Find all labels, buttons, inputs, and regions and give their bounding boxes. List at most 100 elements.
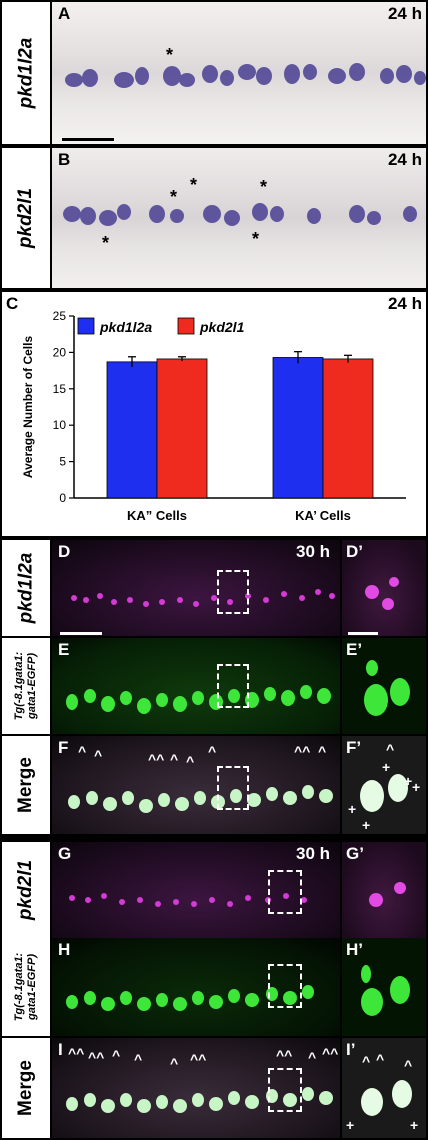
panel-f-prime-letter: F’ xyxy=(346,738,362,757)
inset-box xyxy=(217,664,249,708)
asterisk: * xyxy=(166,45,174,65)
panel-g-letter: G xyxy=(58,844,72,863)
panel-b: pkd2l1 * * * * * B 24 h xyxy=(0,146,428,290)
caret-mark: ^ xyxy=(208,743,217,759)
panel-e-image xyxy=(52,638,340,734)
panel-g-image xyxy=(52,842,340,938)
panel-h-transgene-label: Tg(-8.1gata1: gata1-EGFP) xyxy=(2,938,50,1036)
caret-mark: ^ xyxy=(308,1049,317,1065)
bar xyxy=(272,357,324,499)
y-tick-label: 20 xyxy=(53,345,67,359)
y-tick-label: 0 xyxy=(59,491,66,505)
inset-box xyxy=(268,870,302,914)
caret-mark: ^^ xyxy=(190,1051,207,1067)
panel-h-letter: H xyxy=(58,940,71,959)
panel-g-prime-letter: G’ xyxy=(346,844,364,863)
panel-i-image: ^^ ^^ ^ ^ ^ ^^ ^^ ^ ^^ xyxy=(52,1038,340,1138)
panel-f-letter: F xyxy=(58,738,69,757)
y-tick-label: 15 xyxy=(53,382,67,396)
inset-box xyxy=(217,570,249,614)
panel-e-cells xyxy=(66,685,331,714)
panel-e-inset-cells xyxy=(364,660,410,716)
bar xyxy=(106,361,158,499)
plus-mark: + xyxy=(404,773,413,789)
y-axis-label: Average Number of Cells xyxy=(21,336,35,479)
panel-g-inset xyxy=(342,842,426,938)
caret-mark: ^^ xyxy=(322,1045,339,1061)
panel-b-letter: B xyxy=(58,150,71,169)
caret-mark: ^^ xyxy=(88,1049,105,1065)
bar xyxy=(156,358,208,499)
panel-i-inset-cells xyxy=(361,1080,412,1116)
panel-h-prime-letter: H’ xyxy=(346,940,363,959)
panel-a-cells xyxy=(65,63,426,88)
panel-d-inset-cells xyxy=(365,577,399,610)
panel-b-time: 24 h xyxy=(387,150,422,169)
caret-mark: ^ xyxy=(134,1051,143,1067)
y-tick-label: 10 xyxy=(53,418,67,432)
panel-c-letter: C xyxy=(6,294,19,313)
panel-h-inset-cells xyxy=(361,965,410,1016)
panel-d-letter: D xyxy=(58,542,71,561)
panel-g-gene-label: pkd2l1 xyxy=(2,842,50,938)
panel-d-time: 30 h xyxy=(296,542,331,561)
panel-g-time: 30 h xyxy=(296,844,331,863)
panel-a-gene-label: pkd1l2a xyxy=(2,2,50,144)
panel-d-gene-label: pkd1l2a xyxy=(2,540,50,636)
panel-e-letter: E xyxy=(58,640,70,659)
panel-c-time: 24 h xyxy=(387,294,422,313)
scale-bar xyxy=(348,632,378,635)
panel-a-letter: A xyxy=(58,4,71,23)
legend-label: pkd1l2a xyxy=(99,319,152,335)
asterisk: * xyxy=(102,233,110,253)
bar-chart: 0 5 10 15 20 25 Average Number of Cells KA” Cel… xyxy=(21,309,406,523)
inset-box xyxy=(268,964,302,1008)
panel-i-cells xyxy=(66,1087,333,1113)
plus-mark: + xyxy=(412,779,421,795)
caret-mark: ^ xyxy=(318,743,327,759)
panel-d-inset xyxy=(342,540,426,636)
caret-mark: ^ xyxy=(78,743,87,759)
caret-mark: ^ xyxy=(170,751,179,767)
panel-d-prime-letter: D’ xyxy=(346,542,363,561)
panel-a-image: * xyxy=(52,2,426,144)
inset-box xyxy=(217,766,249,810)
category-label: KA” Cells xyxy=(127,508,187,523)
caret-mark: ^ xyxy=(362,1053,371,1069)
panel-c: C 24 h 0 5 10 15 20 25 Average Number of Cells… xyxy=(2,292,426,536)
panel-f-cells xyxy=(68,785,333,813)
panel-e-inset xyxy=(342,638,426,734)
caret-mark: ^^ xyxy=(294,743,311,759)
panel-i-letter: I xyxy=(58,1040,63,1059)
panel-h-cells xyxy=(66,985,314,1011)
panel-e-transgene-label: Tg(-8.1gata1: gata1-EGFP) xyxy=(2,638,50,734)
panel-a: pkd1l2a * A 24 h xyxy=(0,0,428,146)
panel-h-inset xyxy=(342,938,426,1036)
caret-mark: ^ xyxy=(186,753,195,769)
legend-swatch xyxy=(177,317,195,335)
caret-mark: ^ xyxy=(112,1047,121,1063)
panel-i-prime-letter: I’ xyxy=(346,1040,356,1059)
caret-mark: ^^ xyxy=(148,751,165,767)
panel-h: Tg(-8.1gata1: gata1-EGFP) H H’ xyxy=(0,938,428,1036)
panel-i-inset: ^ ^ ^ + + xyxy=(342,1038,426,1138)
inset-box xyxy=(268,1068,302,1112)
y-tick-label: 25 xyxy=(53,309,67,323)
plus-mark: + xyxy=(410,1117,419,1133)
plus-mark: + xyxy=(382,759,391,775)
panel-b-image: * * * * * xyxy=(52,148,426,288)
panel-g: pkd2l1 G 30 h G’ xyxy=(0,840,428,938)
y-tick-label: 5 xyxy=(59,455,66,469)
caret-mark: ^^ xyxy=(68,1045,85,1061)
caret-mark: ^ xyxy=(386,741,395,757)
panel-b-gene-label: pkd2l1 xyxy=(2,148,50,288)
plus-mark: + xyxy=(362,817,371,833)
panel-b-cells xyxy=(63,203,417,226)
panel-e-prime-letter: E’ xyxy=(346,640,363,659)
asterisk: * xyxy=(260,177,268,197)
panel-f: Merge ^ ^ ^^ ^ ^ ^ ^^ ^ F + + + + + ^ F’ xyxy=(0,736,428,836)
asterisk: * xyxy=(190,175,198,195)
plus-mark: + xyxy=(348,801,357,817)
panel-d: pkd1l2a D 30 h D’ xyxy=(0,538,428,638)
legend-label: pkd2l1 xyxy=(199,319,245,335)
